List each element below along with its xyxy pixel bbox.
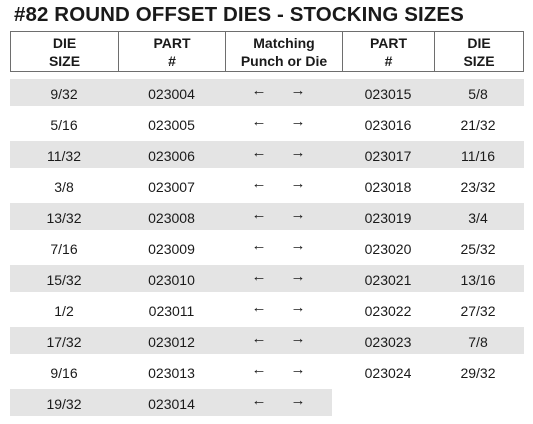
header-matching-punch-or-die: Matching Punch or Die [226, 32, 343, 71]
die-size-left-cell: 15/32 [46, 272, 82, 288]
arrow-left-icon: ← [251, 299, 267, 316]
die-size-right-cell: 11/16 [461, 148, 495, 164]
arrow-left-icon: ← [251, 206, 267, 223]
arrow-left-icon: ← [251, 361, 267, 378]
arrow-right-icon: → [290, 144, 306, 161]
part-number-left-cell: 023014 [148, 396, 195, 412]
die-size-left-cell: 5/16 [50, 117, 78, 133]
die-size-left-cell: 19/32 [46, 396, 82, 412]
part-number-right-cell: 023015 [364, 86, 412, 102]
part-number-right-cell: 023023 [364, 334, 412, 350]
header-part-number-right: PART # [343, 32, 435, 71]
arrow-right-icon: → [290, 268, 306, 285]
arrow-left-icon: ← [251, 175, 267, 192]
arrow-left-icon: ← [251, 82, 267, 99]
header-label-line1: Matching [253, 34, 315, 51]
header-part-number-left: PART # [119, 32, 226, 71]
header-label-line1: PART [153, 34, 191, 51]
die-size-right-cell: 25/32 [460, 241, 496, 257]
row-background [10, 141, 524, 168]
part-number-left-cell: 023011 [148, 303, 195, 319]
part-number-left-cell: 023007 [148, 179, 195, 195]
die-size-right-cell: 3/4 [468, 210, 488, 226]
page-title: #82 ROUND OFFSET DIES - STOCKING SIZES [14, 3, 464, 26]
die-size-right-cell: 29/32 [460, 365, 496, 381]
part-number-left-cell: 023005 [148, 117, 195, 133]
row-background [10, 389, 332, 416]
die-size-right-cell: 27/32 [460, 303, 496, 319]
die-size-right-cell: 21/32 [460, 117, 496, 133]
arrow-left-icon: ← [251, 330, 267, 347]
table-row: 11/32 023006 ← → 023017 11/16 [10, 139, 524, 170]
arrow-left-icon: ← [251, 144, 267, 161]
part-number-left-cell: 023004 [148, 86, 195, 102]
part-number-left-cell: 023013 [148, 365, 195, 381]
header-die-size-left: DIE SIZE [11, 32, 119, 71]
table-row: 7/16 023009 ← → 023020 25/32 [10, 232, 524, 263]
part-number-right-cell: 023017 [364, 148, 412, 164]
die-size-left-cell: 1/2 [54, 303, 74, 319]
header-die-size-right: DIE SIZE [435, 32, 523, 71]
part-number-left-cell: 023008 [148, 210, 195, 226]
table-row: 15/32 023010 ← → 023021 13/16 [10, 263, 524, 294]
header-label-line2: Punch or Die [240, 52, 328, 69]
part-number-right-cell: 023021 [364, 272, 412, 288]
table-row: 13/32 023008 ← → 023019 3/4 [10, 201, 524, 232]
die-size-left-cell: 9/32 [50, 86, 78, 102]
arrow-right-icon: → [290, 361, 306, 378]
table-row: 17/32 023012 ← → 023023 7/8 [10, 325, 524, 356]
header-label-line1: DIE [52, 34, 77, 51]
arrow-right-icon: → [290, 206, 306, 223]
arrow-left-icon: ← [251, 268, 267, 285]
die-size-right-cell: 23/32 [460, 179, 496, 195]
header-label-line1: PART [369, 34, 408, 51]
table-header: DIE SIZE PART # Matching Punch or Die PA… [10, 31, 524, 72]
arrow-right-icon: → [290, 237, 306, 254]
header-label-line2: SIZE [463, 52, 495, 69]
table-body: 9/32 023004 ← → 023015 5/8 5/16 023005 ← → 023016 2… [10, 77, 524, 418]
table-row: 5/16 023005 ← → 023016 21/32 [10, 108, 524, 139]
header-label-line2: # [384, 52, 393, 69]
part-number-right-cell: 023016 [364, 117, 412, 133]
arrow-right-icon: → [290, 299, 306, 316]
part-number-right-cell: 023018 [364, 179, 412, 195]
die-size-left-cell: 3/8 [54, 179, 74, 195]
row-background [10, 79, 524, 106]
row-background [10, 265, 524, 292]
die-size-right-cell: 5/8 [468, 86, 488, 102]
arrow-left-icon: ← [251, 392, 267, 409]
part-number-right-cell: 023019 [364, 210, 412, 226]
die-size-right-cell: 7/8 [468, 334, 488, 350]
table-row: 9/32 023004 ← → 023015 5/8 [10, 77, 524, 108]
arrow-left-icon: ← [251, 237, 267, 254]
die-size-left-cell: 13/32 [46, 210, 82, 226]
die-size-left-cell: 7/16 [50, 241, 78, 257]
part-number-left-cell: 023006 [148, 148, 195, 164]
part-number-right-cell: 023020 [364, 241, 412, 257]
part-number-left-cell: 023010 [148, 272, 195, 288]
arrow-right-icon: → [290, 392, 306, 409]
die-size-left-cell: 9/16 [50, 365, 78, 381]
arrow-right-icon: → [290, 330, 306, 347]
die-size-left-cell: 17/32 [46, 334, 82, 350]
arrow-right-icon: → [290, 175, 306, 192]
row-background [10, 327, 524, 354]
header-label-line2: SIZE [48, 52, 81, 69]
part-number-right-cell: 023024 [364, 365, 412, 381]
part-number-left-cell: 023009 [148, 241, 195, 257]
header-label-line2: # [168, 52, 176, 69]
die-size-right-cell: 13/16 [460, 272, 496, 288]
arrow-right-icon: → [290, 82, 306, 99]
arrow-right-icon: → [290, 113, 306, 130]
table-row: 3/8 023007 ← → 023018 23/32 [10, 170, 524, 201]
table-row: 19/32 023014 ← → [10, 387, 524, 418]
table-row: 1/2 023011 ← → 023022 27/32 [10, 294, 524, 325]
die-size-left-cell: 11/32 [47, 148, 81, 164]
part-number-left-cell: 023012 [148, 334, 195, 350]
part-number-right-cell: 023022 [364, 303, 412, 319]
header-label-line1: DIE [467, 34, 491, 51]
table-row: 9/16 023013 ← → 023024 29/32 [10, 356, 524, 387]
row-background [10, 203, 524, 230]
arrow-left-icon: ← [251, 113, 267, 130]
